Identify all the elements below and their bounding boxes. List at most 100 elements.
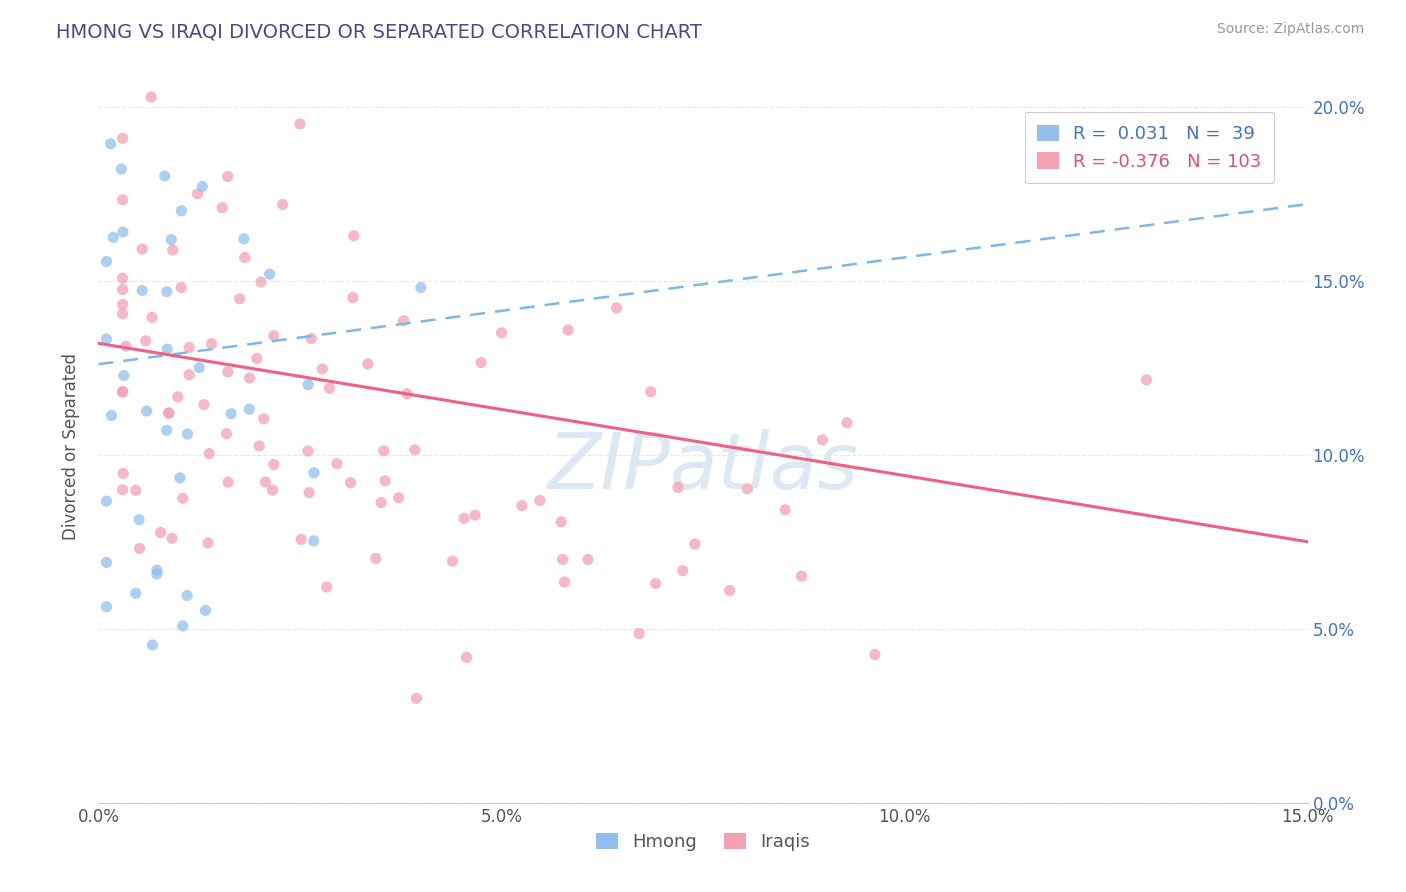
Point bbox=[131, 284, 153, 298]
Point bbox=[194, 603, 217, 617]
Point bbox=[290, 533, 312, 547]
Point bbox=[835, 416, 858, 430]
Point bbox=[156, 423, 179, 437]
Point bbox=[219, 407, 242, 421]
Point bbox=[217, 475, 239, 490]
Point bbox=[228, 292, 250, 306]
Point bbox=[111, 483, 134, 497]
Point bbox=[197, 536, 219, 550]
Point bbox=[342, 291, 364, 305]
Point bbox=[737, 482, 759, 496]
Point bbox=[553, 574, 575, 589]
Point bbox=[166, 390, 188, 404]
Point bbox=[111, 384, 134, 399]
Point bbox=[863, 648, 886, 662]
Point bbox=[211, 201, 233, 215]
Point bbox=[96, 494, 118, 508]
Point bbox=[288, 117, 311, 131]
Point bbox=[112, 467, 135, 481]
Point bbox=[683, 537, 706, 551]
Point bbox=[110, 162, 132, 177]
Point bbox=[179, 368, 201, 382]
Point bbox=[339, 475, 361, 490]
Point bbox=[186, 186, 208, 201]
Point bbox=[115, 339, 138, 353]
Point bbox=[141, 638, 163, 652]
Point bbox=[170, 203, 193, 218]
Point bbox=[557, 323, 579, 337]
Point bbox=[491, 326, 513, 340]
Point bbox=[131, 242, 153, 256]
Point bbox=[156, 285, 179, 299]
Point bbox=[606, 301, 628, 315]
Point bbox=[111, 384, 134, 399]
Point bbox=[254, 475, 277, 489]
Point bbox=[160, 233, 183, 247]
Text: ZIPatlas: ZIPatlas bbox=[547, 429, 859, 506]
Point bbox=[263, 328, 285, 343]
Point bbox=[404, 442, 426, 457]
Point bbox=[441, 554, 464, 568]
Text: HMONG VS IRAQI DIVORCED OR SEPARATED CORRELATION CHART: HMONG VS IRAQI DIVORCED OR SEPARATED COR… bbox=[56, 22, 702, 41]
Point bbox=[298, 485, 321, 500]
Point bbox=[297, 377, 319, 392]
Point bbox=[453, 511, 475, 525]
Point bbox=[373, 443, 395, 458]
Point bbox=[456, 650, 478, 665]
Point bbox=[640, 384, 662, 399]
Point bbox=[395, 386, 418, 401]
Point bbox=[233, 251, 256, 265]
Point bbox=[135, 404, 157, 418]
Point bbox=[170, 280, 193, 294]
Point bbox=[96, 599, 118, 614]
Point bbox=[169, 471, 191, 485]
Point bbox=[125, 483, 148, 498]
Point bbox=[111, 297, 134, 311]
Point bbox=[188, 360, 211, 375]
Point bbox=[146, 563, 169, 577]
Legend: Hmong, Iraqis: Hmong, Iraqis bbox=[589, 825, 817, 858]
Point bbox=[299, 332, 322, 346]
Point bbox=[153, 169, 176, 183]
Point bbox=[128, 541, 150, 556]
Point bbox=[364, 551, 387, 566]
Point bbox=[128, 513, 150, 527]
Point bbox=[232, 232, 254, 246]
Point bbox=[157, 406, 180, 420]
Point bbox=[370, 495, 392, 509]
Point bbox=[100, 136, 122, 151]
Y-axis label: Divorced or Separated: Divorced or Separated bbox=[62, 352, 80, 540]
Point bbox=[96, 556, 118, 570]
Point bbox=[374, 474, 396, 488]
Point bbox=[176, 427, 198, 442]
Point bbox=[194, 69, 217, 83]
Point bbox=[135, 334, 157, 348]
Point bbox=[405, 691, 427, 706]
Point bbox=[302, 466, 325, 480]
Point bbox=[141, 310, 163, 325]
Point bbox=[191, 179, 214, 194]
Point bbox=[388, 491, 411, 505]
Point bbox=[96, 332, 118, 346]
Point bbox=[302, 533, 325, 548]
Point bbox=[718, 583, 741, 598]
Point bbox=[179, 341, 201, 355]
Point bbox=[326, 457, 349, 471]
Point bbox=[101, 230, 124, 244]
Point bbox=[672, 564, 695, 578]
Point bbox=[666, 480, 689, 494]
Point bbox=[100, 409, 122, 423]
Point bbox=[259, 267, 281, 281]
Point bbox=[247, 439, 270, 453]
Point bbox=[253, 411, 276, 425]
Point bbox=[238, 402, 260, 417]
Point bbox=[470, 355, 492, 369]
Point bbox=[139, 90, 162, 104]
Point bbox=[193, 398, 215, 412]
Point bbox=[510, 499, 533, 513]
Point bbox=[409, 280, 432, 294]
Point bbox=[198, 446, 221, 460]
Point bbox=[200, 336, 222, 351]
Point bbox=[529, 493, 551, 508]
Point bbox=[464, 508, 486, 523]
